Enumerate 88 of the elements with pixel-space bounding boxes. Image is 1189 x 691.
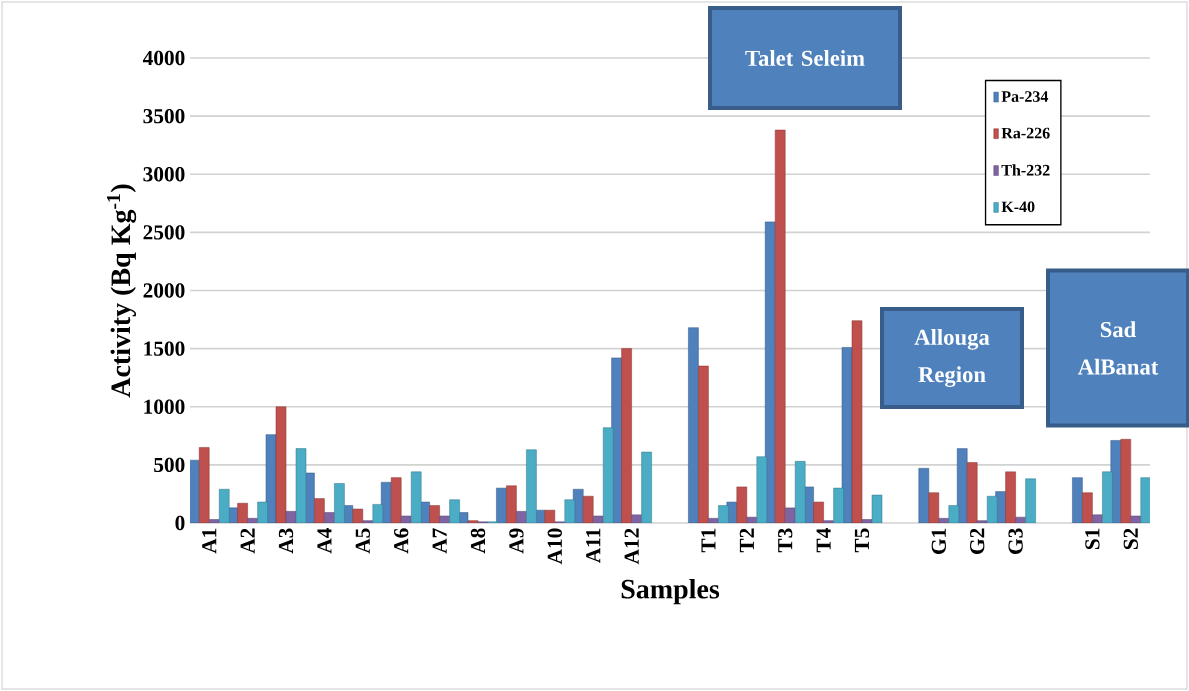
bar xyxy=(324,512,335,523)
bar xyxy=(362,520,374,523)
x-tick-label: A3 xyxy=(278,528,294,554)
bar xyxy=(516,511,527,523)
bar xyxy=(918,468,930,523)
bar xyxy=(564,499,576,523)
bar xyxy=(986,495,998,523)
bar xyxy=(764,221,776,523)
y-tick-label: 3500 xyxy=(143,108,185,124)
bar xyxy=(631,514,642,523)
bar xyxy=(956,448,968,523)
bar xyxy=(774,129,786,523)
bar xyxy=(526,449,537,523)
x-tick-label: S1 xyxy=(1085,528,1100,550)
bar xyxy=(756,456,768,523)
y-tick-label: 2000 xyxy=(143,283,185,298)
bar xyxy=(334,483,345,523)
annotation: Sad AlBanat xyxy=(1077,321,1159,375)
bar xyxy=(449,499,460,523)
bar xyxy=(602,427,614,523)
legend-label: Ra-226 xyxy=(1001,127,1050,139)
x-tick-label: G2 xyxy=(970,528,985,554)
bar xyxy=(372,504,384,523)
bar xyxy=(784,507,796,523)
x-tick-label: T3 xyxy=(778,528,793,553)
x-tick-label: A10 xyxy=(547,528,562,565)
x-tick-label: A7 xyxy=(432,528,447,554)
bar xyxy=(976,520,988,523)
bar xyxy=(1025,478,1036,523)
y-tick-label: 4000 xyxy=(142,50,185,66)
x-tick-label: G3 xyxy=(1008,528,1023,554)
legend-label: K-40 xyxy=(1001,201,1035,213)
x-tick-label: A5 xyxy=(355,528,370,554)
x-tick-label: T5 xyxy=(854,528,870,553)
annotation: Talet Seleim xyxy=(745,50,865,66)
bar xyxy=(247,518,258,523)
x-tick-label: A1 xyxy=(202,528,217,554)
y-tick-label: 500 xyxy=(154,457,185,473)
annotation: Allouga Region xyxy=(914,328,990,388)
x-tick-label: T2 xyxy=(739,528,754,553)
bar xyxy=(295,448,307,523)
bar xyxy=(641,451,652,523)
x-tick-label: A6 xyxy=(394,528,409,554)
bar xyxy=(592,515,604,523)
bar xyxy=(746,516,758,523)
bar xyxy=(400,515,412,523)
bar xyxy=(496,487,507,523)
legend-label: Pa-234 xyxy=(1001,91,1049,102)
y-tick-label: 0 xyxy=(175,515,185,531)
x-tick-label: A2 xyxy=(240,528,255,554)
bar xyxy=(861,519,873,523)
x-tick-label: A9 xyxy=(509,528,524,554)
bar xyxy=(1072,477,1083,523)
bar xyxy=(833,487,844,523)
y-tick-label: 3000 xyxy=(143,167,185,182)
x-tick-label: A4 xyxy=(317,528,332,554)
y-axis-title: Activity (Bq Kg$^{-1}$) xyxy=(106,184,137,398)
bar xyxy=(1102,471,1113,523)
bar xyxy=(257,501,268,523)
x-tick-label: A11 xyxy=(586,528,601,564)
bar xyxy=(871,494,883,523)
bar xyxy=(218,489,230,523)
bar xyxy=(439,515,450,523)
bar xyxy=(938,518,950,523)
legend-label: Th-232 xyxy=(1001,164,1050,176)
y-tick-label: 2500 xyxy=(143,225,185,240)
bar xyxy=(688,327,699,523)
bar xyxy=(208,519,220,523)
bar xyxy=(794,461,806,523)
x-tick-label: A12 xyxy=(624,528,639,565)
bar xyxy=(410,471,422,523)
bar xyxy=(708,518,719,523)
y-tick-label: 1500 xyxy=(144,341,185,356)
bar xyxy=(823,520,834,523)
x-tick-label: G1 xyxy=(931,528,946,554)
y-tick-label: 1000 xyxy=(144,399,185,414)
x-axis-title: Samples xyxy=(621,578,720,605)
x-tick-label: A8 xyxy=(470,528,486,554)
bar xyxy=(1140,477,1150,523)
x-tick-label: S2 xyxy=(1123,528,1138,550)
bar xyxy=(1130,515,1142,523)
bar xyxy=(1092,514,1103,523)
bar xyxy=(948,505,960,523)
bar xyxy=(1015,516,1026,523)
x-tick-label: T1 xyxy=(701,528,716,553)
bar xyxy=(718,505,729,523)
x-tick-label: T4 xyxy=(816,528,831,553)
bar xyxy=(285,511,297,523)
